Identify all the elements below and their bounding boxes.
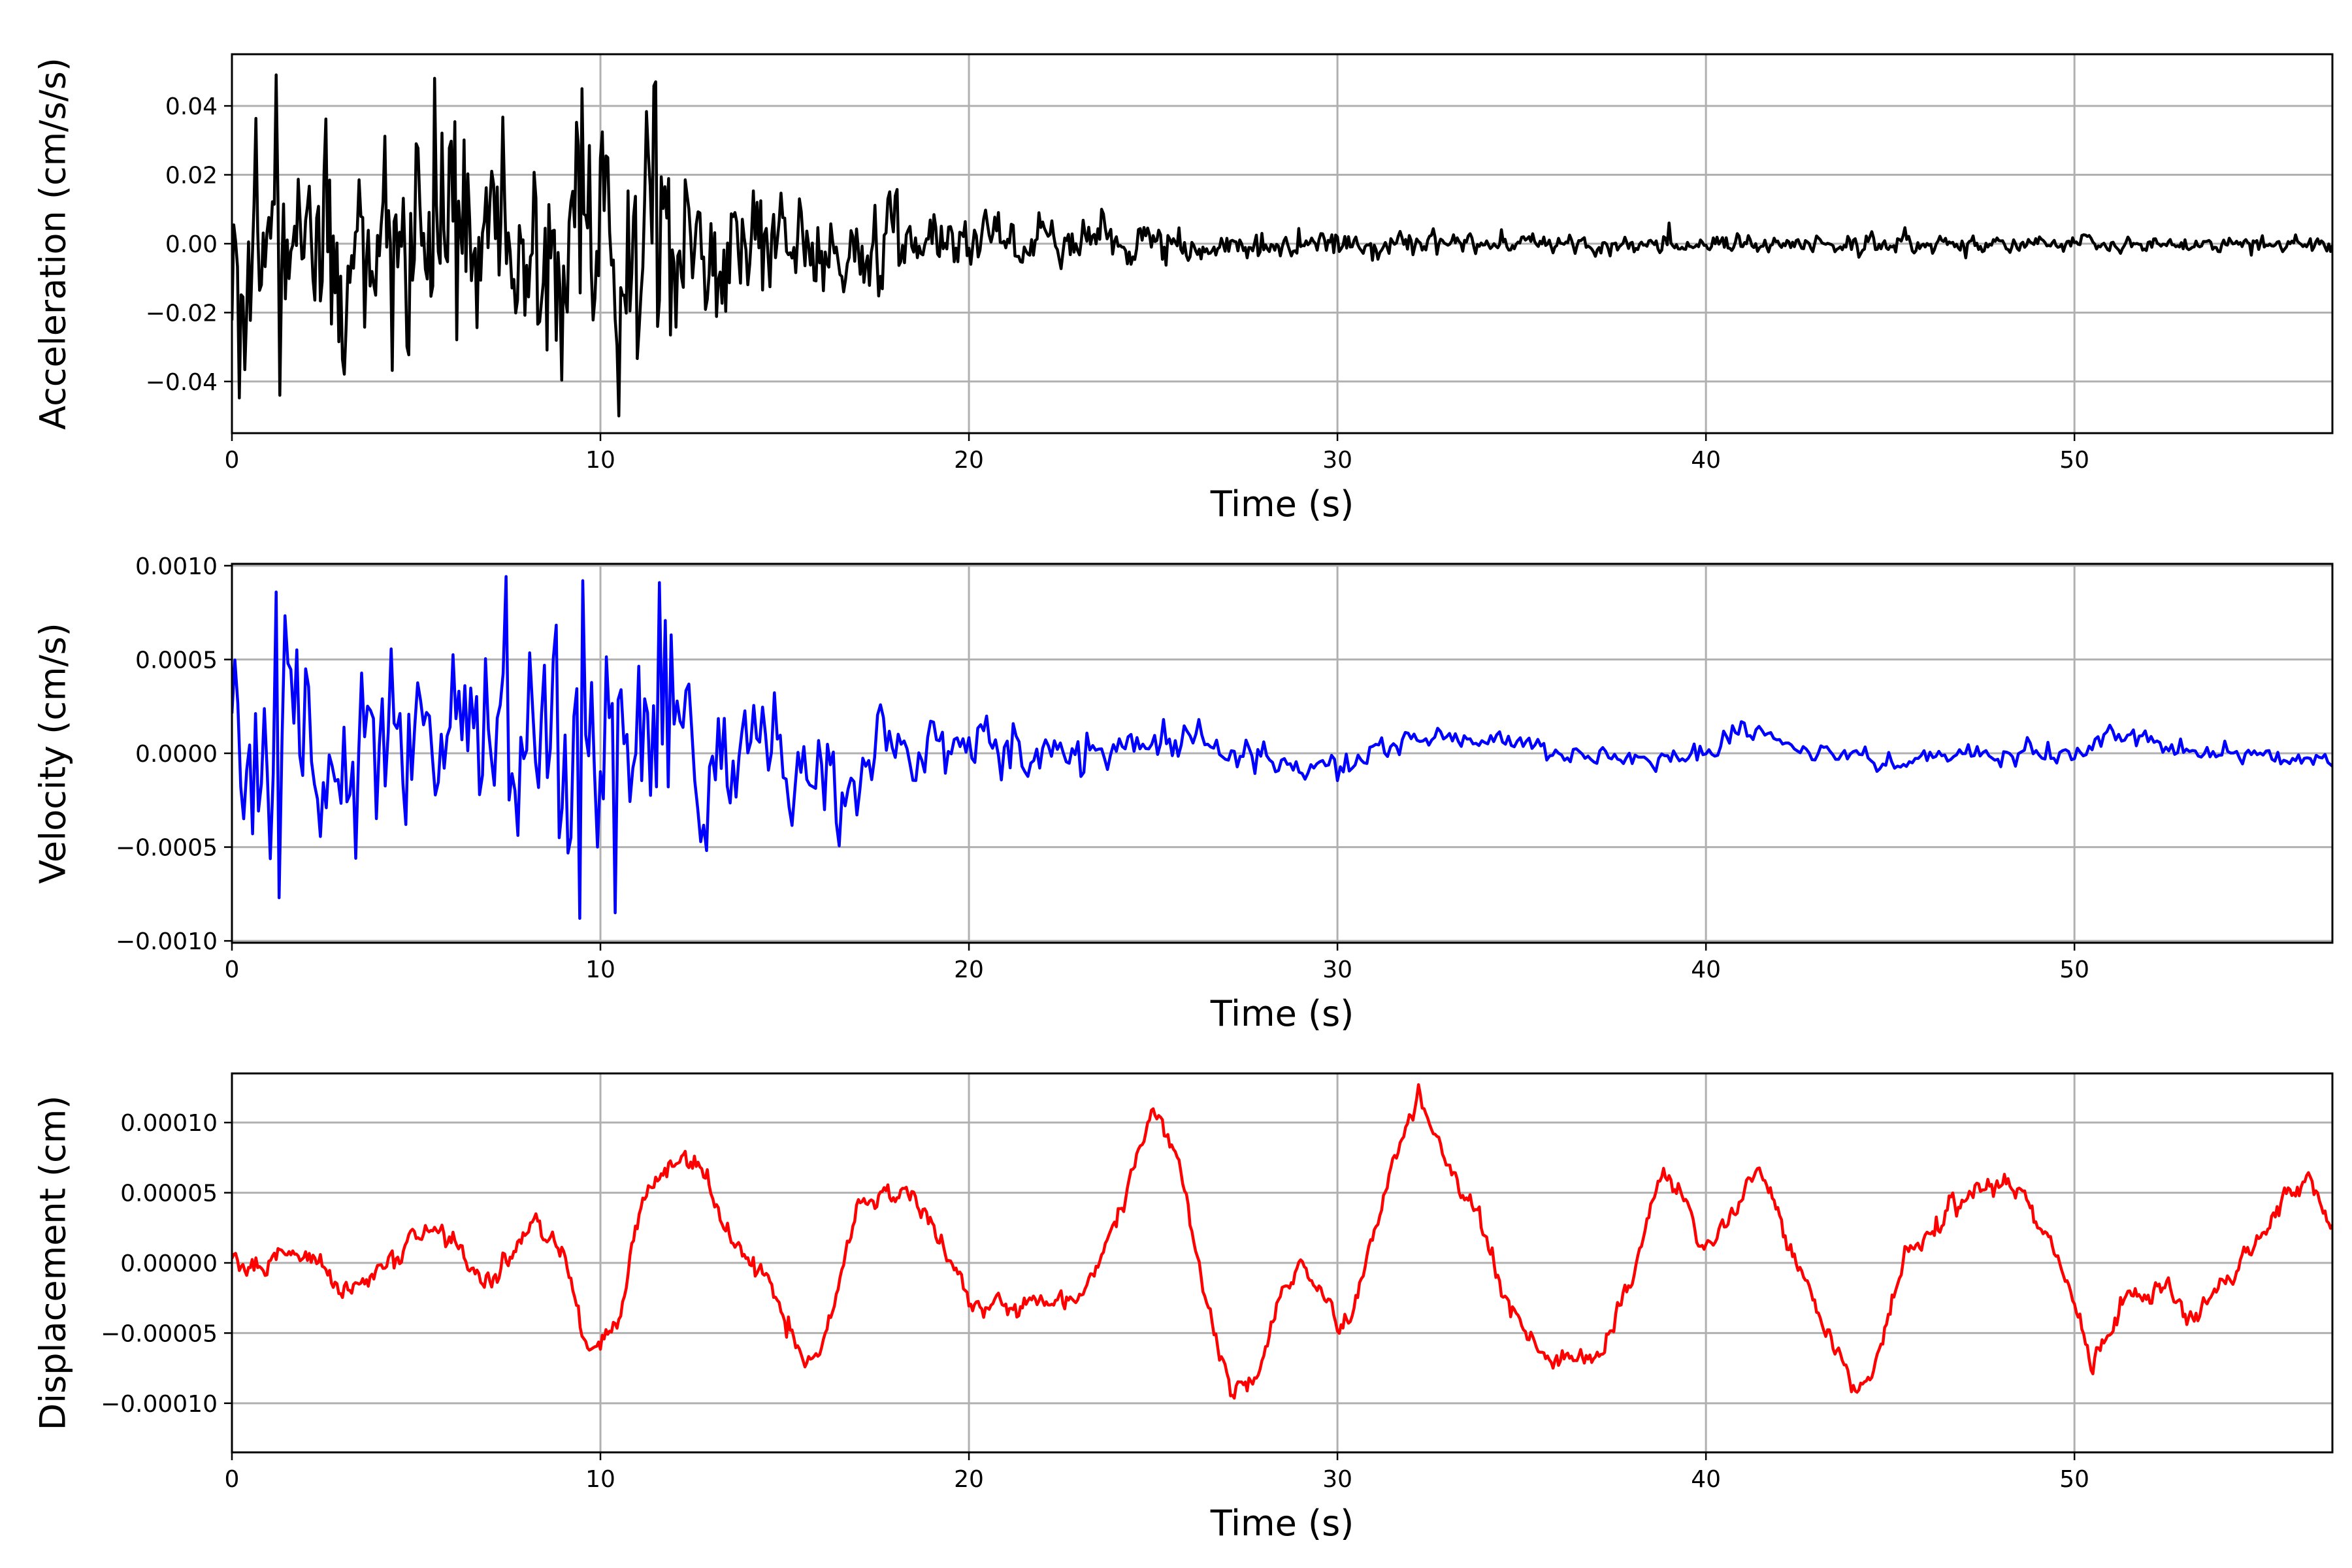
acceleration-series [232, 73, 2332, 417]
displacement-ticks: 0 10 20 30 40 50 −0.00010 −0.00005 0.00000 0.0000… [101, 1110, 2089, 1493]
acceleration-y-tick-label: 0.00 [165, 231, 218, 258]
velocity-x-axis-label: Time (s) [1210, 993, 1354, 1034]
acceleration-y-tick-label: −0.04 [146, 369, 218, 396]
velocity-y-axis-label: Velocity (cm/s) [33, 623, 74, 884]
displacement-x-tick-label: 40 [1691, 1466, 1721, 1493]
velocity-x-tick-label: 0 [225, 956, 240, 983]
velocity-y-tick-label: 0.0000 [135, 741, 218, 768]
displacement-y-tick-label: 0.00000 [120, 1250, 218, 1277]
velocity-y-tick-label: −0.0005 [116, 835, 218, 862]
displacement-grid [231, 1073, 2332, 1452]
acceleration-y-tick-label: −0.02 [146, 300, 218, 327]
displacement-x-tick-label: 10 [585, 1466, 615, 1493]
displacement-x-tick-label: 0 [225, 1466, 240, 1493]
velocity-x-tick-label: 50 [2059, 956, 2089, 983]
acceleration-x-axis-label: Time (s) [1210, 483, 1354, 525]
displacement-y-tick-label: −0.00010 [101, 1391, 218, 1418]
displacement-x-tick-label: 20 [954, 1466, 984, 1493]
displacement-series-line [232, 1083, 2332, 1400]
acceleration-x-tick-label: 10 [585, 447, 615, 474]
displacement-x-axis-label: Time (s) [1210, 1503, 1354, 1544]
acceleration-ticks: 0 10 20 30 40 50 −0.04 −0.02 0.00 0.02 0.04 [146, 93, 2089, 474]
acceleration-x-tick-label: 40 [1691, 447, 1721, 474]
acceleration-panel: 0 10 20 30 40 50 −0.04 −0.02 0.00 0.02 0.04 Time (… [33, 53, 2334, 525]
acceleration-y-axis-label: Acceleration (cm/s/s) [33, 57, 74, 430]
displacement-series [232, 1083, 2332, 1400]
displacement-y-tick-label: 0.00005 [120, 1181, 218, 1207]
velocity-x-tick-label: 10 [585, 956, 615, 983]
displacement-panel: 0 10 20 30 40 50 −0.00010 −0.00005 0.00000 0.0000… [33, 1072, 2334, 1544]
acceleration-x-tick-label: 50 [2059, 447, 2089, 474]
velocity-x-tick-label: 40 [1691, 956, 1721, 983]
displacement-y-tick-label: 0.00010 [120, 1110, 218, 1137]
displacement-y-tick-label: −0.00005 [101, 1320, 218, 1347]
velocity-ticks: 0 10 20 30 40 50 −0.0010 −0.0005 0.0000 0.0005 0.0… [116, 553, 2089, 983]
acceleration-y-tick-label: 0.04 [165, 93, 218, 120]
velocity-series-line [232, 575, 2332, 920]
displacement-x-tick-label: 30 [1322, 1466, 1352, 1493]
acceleration-series-line [232, 73, 2332, 417]
velocity-y-tick-label: 0.0005 [135, 647, 218, 674]
velocity-x-tick-label: 20 [954, 956, 984, 983]
acceleration-x-tick-label: 30 [1322, 447, 1352, 474]
velocity-panel: 0 10 20 30 40 50 −0.0010 −0.0005 0.0000 0.0005 0.0… [33, 553, 2334, 1034]
velocity-y-tick-label: 0.0010 [135, 553, 218, 580]
displacement-y-axis-label: Displacement (cm) [33, 1096, 74, 1431]
acceleration-x-tick-label: 0 [225, 447, 240, 474]
velocity-series [232, 575, 2332, 920]
acceleration-x-tick-label: 20 [954, 447, 984, 474]
displacement-x-tick-label: 50 [2059, 1466, 2089, 1493]
acceleration-y-tick-label: 0.02 [165, 163, 218, 189]
velocity-x-tick-label: 30 [1322, 956, 1352, 983]
velocity-y-tick-label: −0.0010 [116, 928, 218, 955]
